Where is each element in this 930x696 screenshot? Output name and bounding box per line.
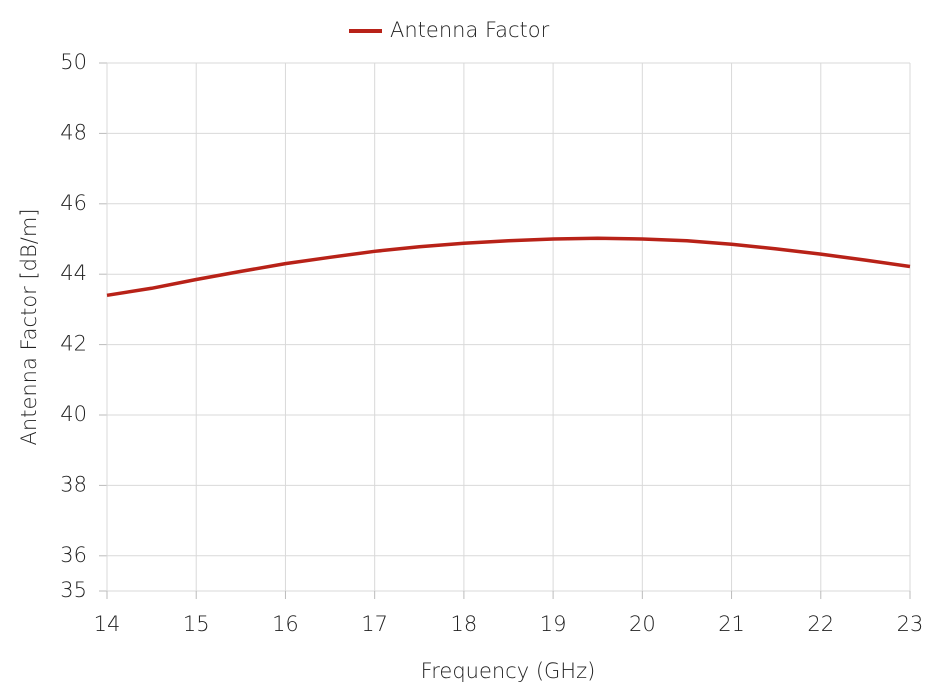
y-tick-label: 48 <box>60 120 87 144</box>
y-tick-label: 40 <box>60 402 87 426</box>
x-tick-label: 22 <box>807 612 834 636</box>
x-axis-label: Frequency (GHz) <box>421 659 596 683</box>
x-tick-label: 20 <box>629 612 656 636</box>
y-tick-label: 46 <box>60 191 87 215</box>
y-tick-label: 35 <box>60 578 87 602</box>
data-line <box>106 236 911 298</box>
y-axis-label: Antenna Factor [dB/m] <box>17 209 41 446</box>
y-tick-label: 42 <box>60 332 87 356</box>
x-tick-label: 21 <box>718 612 745 636</box>
x-tick-label: 16 <box>272 612 299 636</box>
x-tick-label: 18 <box>451 612 478 636</box>
x-tick-label: 14 <box>94 612 121 636</box>
y-tick-label: 44 <box>60 261 87 285</box>
legend-label: Antenna Factor <box>390 18 550 42</box>
x-tick-label: 23 <box>897 612 924 636</box>
y-tick-label: 36 <box>60 543 87 567</box>
y-tick-label: 38 <box>60 472 87 496</box>
y-tick-label: 50 <box>60 50 87 74</box>
x-tick-label: 19 <box>540 612 567 636</box>
x-tick-label: 15 <box>183 612 210 636</box>
x-tick-label: 17 <box>361 612 388 636</box>
